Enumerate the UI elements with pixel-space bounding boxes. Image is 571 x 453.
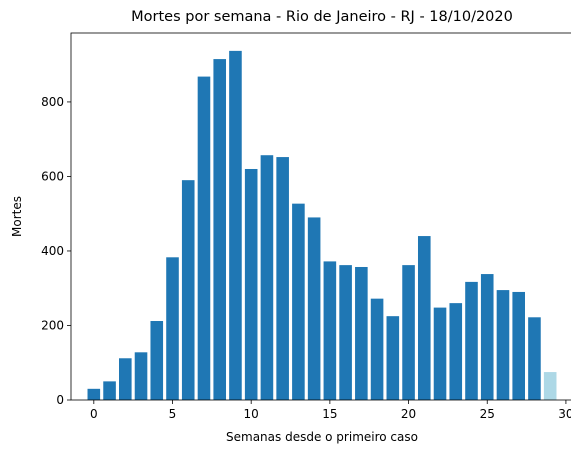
y-tick-label: 200 (41, 318, 64, 332)
plot-frame (70, 32, 571, 401)
bar-week-29 (543, 372, 557, 400)
bar-week-18 (370, 298, 384, 400)
x-tick-label: 20 (401, 407, 416, 421)
bar-week-5 (166, 257, 179, 400)
bar-week-25 (480, 274, 494, 400)
bar-week-17 (355, 266, 368, 400)
x-tick-label: 0 (90, 407, 98, 421)
bar-week-24 (465, 281, 478, 400)
x-tick-label: 30 (558, 407, 571, 421)
bar-week-20 (402, 265, 415, 400)
x-tick-label: 25 (480, 407, 495, 421)
x-axis-label: Semanas desde o primeiro caso (226, 430, 418, 444)
bar-week-12 (276, 157, 289, 400)
bar-week-22 (433, 307, 447, 400)
y-axis-ticks: 0 200 400 600 800 (41, 95, 71, 407)
bar-week-6 (181, 180, 195, 400)
bar-week-3 (134, 352, 148, 400)
bar-week-7 (197, 76, 211, 400)
y-axis-label: Mortes (10, 196, 24, 237)
y-tick-label: 800 (41, 95, 64, 109)
bar-week-11 (260, 155, 274, 400)
bar-week-4 (150, 321, 164, 400)
bars (87, 50, 557, 400)
x-tick-label: 5 (169, 407, 177, 421)
bar-week-23 (449, 303, 463, 400)
bar-week-9 (229, 50, 242, 400)
bar-week-8 (213, 59, 227, 400)
bar-week-15 (323, 261, 337, 400)
bar-week-19 (386, 316, 400, 400)
x-tick-label: 15 (322, 407, 337, 421)
bar-week-0 (87, 388, 101, 400)
bar-week-14 (307, 217, 321, 400)
bar-week-21 (417, 236, 431, 400)
bar-week-1 (103, 381, 116, 400)
bar-week-16 (339, 265, 352, 400)
chart-title: Mortes por semana - Rio de Janeiro - RJ … (131, 9, 513, 25)
bar-week-28 (528, 317, 541, 400)
bar-week-2 (119, 358, 132, 400)
y-tick-label: 600 (41, 169, 64, 183)
y-tick-label: 400 (41, 244, 64, 258)
bar-week-27 (512, 291, 525, 400)
bar-week-26 (496, 290, 510, 400)
y-tick-label: 0 (56, 393, 64, 407)
bar-week-13 (292, 203, 305, 400)
bar-week-10 (244, 168, 258, 400)
x-tick-label: 10 (244, 407, 259, 421)
x-axis-ticks: 0 5 10 15 20 25 30 (90, 400, 571, 421)
